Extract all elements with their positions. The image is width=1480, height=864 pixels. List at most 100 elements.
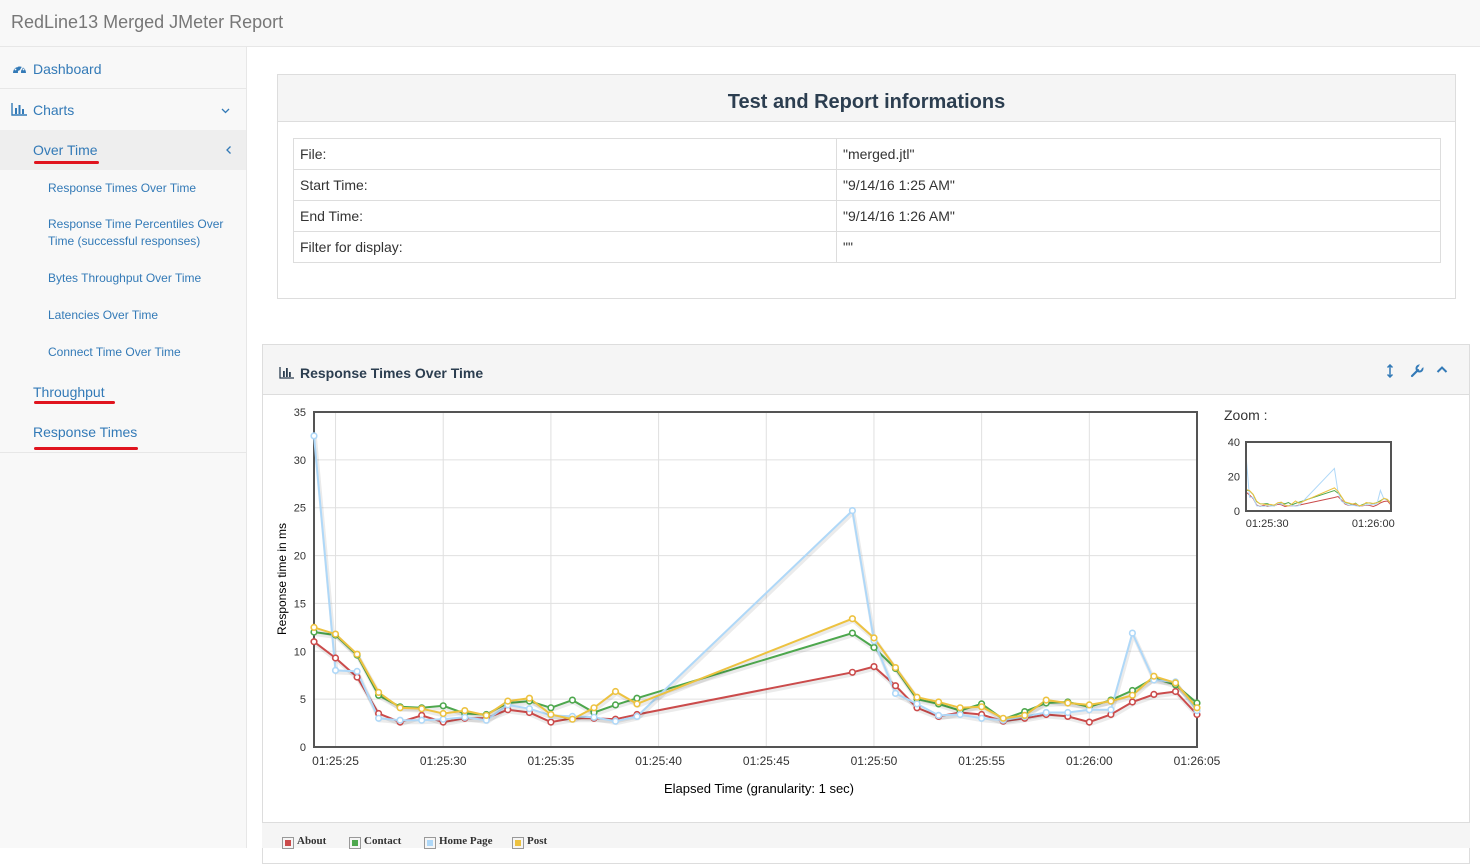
data-point[interactable] bbox=[913, 693, 921, 701]
legend-label: About bbox=[297, 835, 327, 847]
data-point[interactable] bbox=[568, 696, 577, 704]
app-title[interactable]: RedLine13 Merged JMeter Report bbox=[11, 12, 284, 32]
data-point[interactable] bbox=[633, 700, 641, 708]
data-point[interactable] bbox=[891, 689, 900, 698]
data-point[interactable] bbox=[525, 705, 534, 713]
sidebar-item-response-time-percentiles[interactable]: Response Time Percentiles Over Time (suc… bbox=[0, 215, 246, 253]
data-point[interactable] bbox=[1171, 687, 1180, 696]
legend-item[interactable]: Contact bbox=[349, 835, 401, 849]
data-point[interactable] bbox=[611, 687, 620, 696]
data-point[interactable] bbox=[977, 714, 986, 722]
data-point[interactable] bbox=[310, 623, 318, 631]
data-point[interactable] bbox=[848, 668, 857, 676]
legend-item[interactable]: Home Page bbox=[424, 835, 492, 849]
data-point[interactable] bbox=[1171, 679, 1180, 687]
data-point[interactable] bbox=[870, 643, 878, 652]
data-point[interactable] bbox=[611, 701, 620, 709]
data-point[interactable] bbox=[439, 715, 447, 723]
data-point[interactable] bbox=[396, 704, 404, 712]
data-point[interactable] bbox=[1107, 706, 1115, 714]
data-point[interactable] bbox=[934, 711, 943, 720]
data-point[interactable] bbox=[1150, 690, 1158, 699]
data-point[interactable] bbox=[482, 711, 490, 720]
data-point[interactable] bbox=[439, 709, 447, 718]
data-point[interactable] bbox=[525, 694, 534, 702]
data-point[interactable] bbox=[374, 714, 383, 722]
sidebar-item-response-times[interactable]: Response Times bbox=[0, 420, 246, 448]
data-point[interactable] bbox=[310, 432, 318, 440]
data-point[interactable] bbox=[956, 704, 964, 712]
zoom-x-tick-label: 01:26:00 bbox=[1352, 518, 1395, 530]
data-point[interactable] bbox=[633, 694, 641, 702]
data-point[interactable] bbox=[977, 703, 986, 711]
data-point[interactable] bbox=[353, 673, 361, 681]
data-point[interactable] bbox=[331, 630, 340, 638]
sidebar-item-over-time[interactable]: Over Time bbox=[0, 130, 246, 170]
data-point[interactable] bbox=[547, 718, 555, 726]
sidebar-item-latencies[interactable]: Latencies Over Time bbox=[0, 306, 246, 328]
data-point[interactable] bbox=[913, 700, 921, 708]
chevron-up-icon[interactable] bbox=[1436, 364, 1448, 379]
series-line[interactable] bbox=[313, 435, 1198, 723]
sidebar-item-throughput[interactable]: Throughput bbox=[0, 380, 246, 408]
data-point[interactable] bbox=[848, 629, 857, 637]
info-value: "merged.jtl" bbox=[836, 138, 1441, 170]
sidebar-item-bytes-throughput[interactable]: Bytes Throughput Over Time bbox=[0, 269, 246, 291]
data-point[interactable] bbox=[1128, 698, 1137, 706]
data-point[interactable] bbox=[1193, 704, 1201, 712]
data-point[interactable] bbox=[590, 713, 598, 721]
y-tick-label: 15 bbox=[294, 598, 306, 610]
sidebar-item-response-times-over-time[interactable]: Response Times Over Time bbox=[0, 179, 246, 201]
data-point[interactable] bbox=[374, 688, 383, 697]
data-point[interactable] bbox=[568, 715, 577, 723]
data-point[interactable] bbox=[1128, 629, 1137, 637]
data-point[interactable] bbox=[1064, 699, 1072, 707]
sidebar-item-connect-time[interactable]: Connect Time Over Time bbox=[0, 343, 246, 365]
data-point[interactable] bbox=[396, 716, 404, 724]
data-point[interactable] bbox=[353, 667, 361, 676]
legend-item[interactable]: About bbox=[282, 835, 327, 849]
data-point[interactable] bbox=[590, 704, 598, 712]
data-point[interactable] bbox=[1064, 708, 1072, 717]
data-point[interactable] bbox=[418, 705, 426, 713]
data-point[interactable] bbox=[848, 615, 857, 623]
zoom-overview-chart[interactable]: 0 20 40 01:25:30 01:26:00 bbox=[1213, 430, 1413, 550]
resize-vertical-icon[interactable] bbox=[1386, 363, 1394, 381]
data-point[interactable] bbox=[418, 716, 426, 724]
data-point[interactable] bbox=[934, 698, 943, 706]
data-point[interactable] bbox=[891, 664, 900, 672]
data-point[interactable] bbox=[331, 666, 340, 675]
data-point[interactable] bbox=[504, 697, 512, 705]
data-point[interactable] bbox=[1085, 718, 1093, 726]
data-point[interactable] bbox=[1042, 708, 1050, 717]
legend-swatch bbox=[282, 837, 294, 849]
wrench-icon[interactable] bbox=[1410, 363, 1425, 381]
sidebar-item-dashboard[interactable]: Dashboard bbox=[0, 47, 246, 89]
data-point[interactable] bbox=[1021, 711, 1029, 720]
sidebar-item-charts[interactable]: Charts bbox=[0, 89, 246, 130]
response-times-chart[interactable]: 01:25:25 01:25:30 01:25:35 01:25:40 01:25:45… bbox=[263, 396, 1469, 836]
data-point[interactable] bbox=[310, 638, 318, 646]
data-point[interactable] bbox=[1042, 696, 1050, 704]
data-point[interactable] bbox=[547, 704, 555, 712]
data-point[interactable] bbox=[461, 707, 469, 715]
data-point[interactable] bbox=[870, 663, 878, 671]
data-point[interactable] bbox=[331, 654, 340, 662]
data-point[interactable] bbox=[1085, 701, 1093, 709]
data-point[interactable] bbox=[848, 506, 857, 515]
data-point[interactable] bbox=[1107, 697, 1115, 705]
data-point[interactable] bbox=[353, 650, 361, 658]
data-point[interactable] bbox=[611, 717, 620, 725]
data-point[interactable] bbox=[956, 710, 964, 719]
legend-item[interactable]: Post bbox=[512, 835, 547, 849]
data-point[interactable] bbox=[891, 682, 900, 690]
data-point[interactable] bbox=[1128, 691, 1137, 699]
data-point[interactable] bbox=[870, 634, 878, 642]
data-point[interactable] bbox=[461, 713, 469, 721]
data-point[interactable] bbox=[547, 710, 555, 719]
data-point[interactable] bbox=[633, 712, 641, 721]
data-point[interactable] bbox=[439, 702, 447, 710]
y-tick-label: 30 bbox=[294, 455, 306, 467]
data-point[interactable] bbox=[1150, 672, 1158, 680]
data-point[interactable] bbox=[999, 714, 1007, 722]
